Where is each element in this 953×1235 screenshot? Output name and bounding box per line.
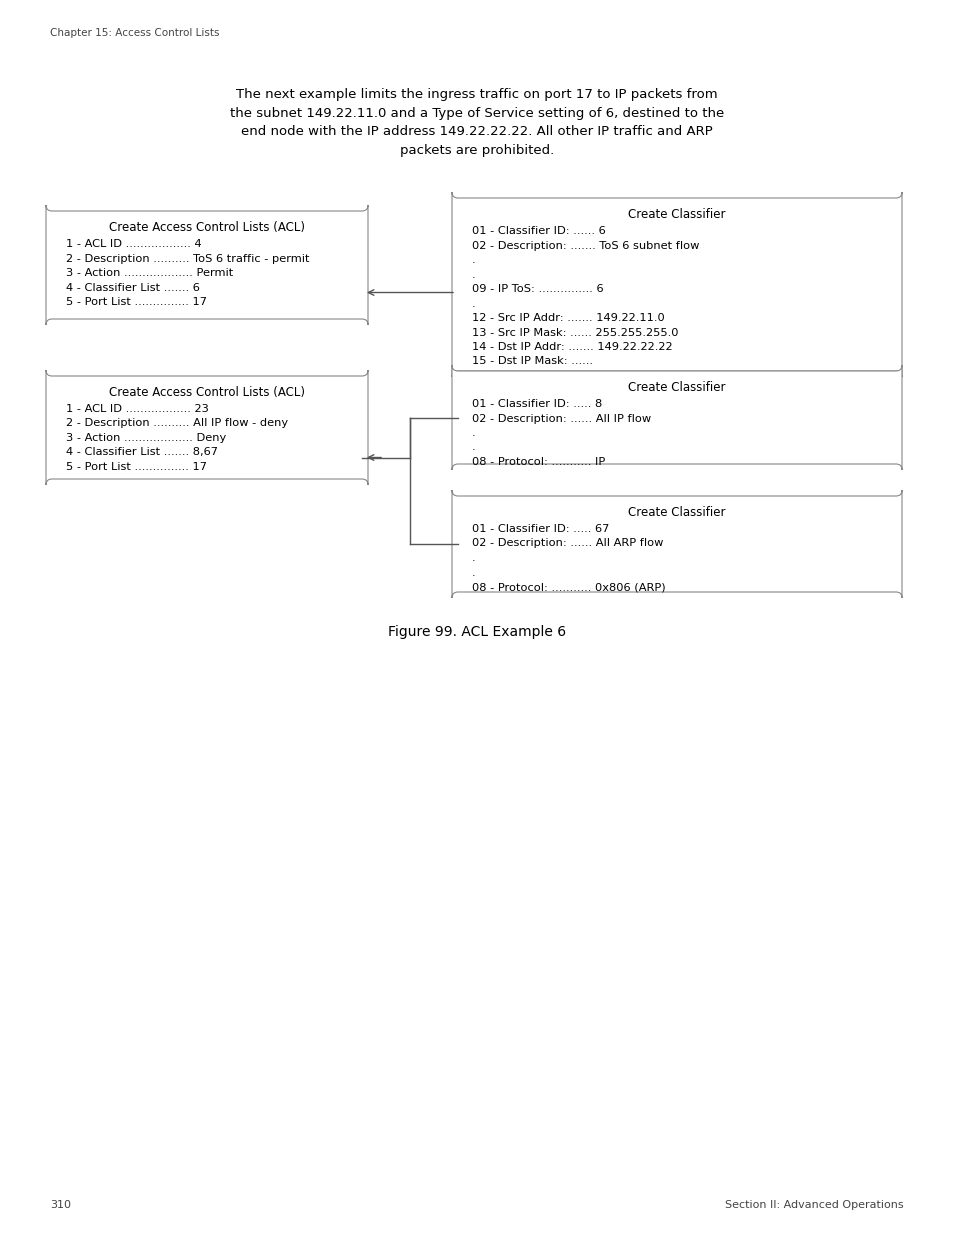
Text: 08 - Protocol: ........... IP: 08 - Protocol: ........... IP <box>472 457 604 467</box>
Text: Create Access Control Lists (ACL): Create Access Control Lists (ACL) <box>109 221 305 233</box>
Text: Figure 99. ACL Example 6: Figure 99. ACL Example 6 <box>388 625 565 638</box>
Text: 02 - Description: ...... All ARP flow: 02 - Description: ...... All ARP flow <box>472 538 662 548</box>
FancyBboxPatch shape <box>46 205 368 325</box>
Text: 1 - ACL ID .................. 4: 1 - ACL ID .................. 4 <box>66 240 201 249</box>
Text: Section II: Advanced Operations: Section II: Advanced Operations <box>724 1200 903 1210</box>
Text: 13 - Src IP Mask: ...... 255.255.255.0: 13 - Src IP Mask: ...... 255.255.255.0 <box>472 327 678 337</box>
FancyBboxPatch shape <box>452 191 901 377</box>
Text: .: . <box>472 442 476 452</box>
Text: .: . <box>472 254 476 266</box>
Text: .: . <box>472 568 476 578</box>
Text: 5 - Port List ............... 17: 5 - Port List ............... 17 <box>66 462 207 472</box>
Text: 4 - Classifier List ....... 6: 4 - Classifier List ....... 6 <box>66 283 200 293</box>
Text: Create Classifier: Create Classifier <box>628 506 725 519</box>
Text: Create Access Control Lists (ACL): Create Access Control Lists (ACL) <box>109 387 305 399</box>
Text: Chapter 15: Access Control Lists: Chapter 15: Access Control Lists <box>50 28 219 38</box>
Text: 02 - Description: ...... All IP flow: 02 - Description: ...... All IP flow <box>472 414 651 424</box>
Text: The next example limits the ingress traffic on port 17 to IP packets from
the su: The next example limits the ingress traf… <box>230 88 723 157</box>
Text: 15 - Dst IP Mask: ......: 15 - Dst IP Mask: ...... <box>472 357 593 367</box>
Text: 09 - IP ToS: ............... 6: 09 - IP ToS: ............... 6 <box>472 284 603 294</box>
Text: .: . <box>472 299 476 309</box>
Text: 01 - Classifier ID: ..... 67: 01 - Classifier ID: ..... 67 <box>472 524 609 534</box>
Text: 310: 310 <box>50 1200 71 1210</box>
FancyBboxPatch shape <box>452 366 901 471</box>
Text: 5 - Port List ............... 17: 5 - Port List ............... 17 <box>66 296 207 308</box>
Text: 2 - Description .......... ToS 6 traffic - permit: 2 - Description .......... ToS 6 traffic… <box>66 253 309 263</box>
Text: 14 - Dst IP Addr: ....... 149.22.22.22: 14 - Dst IP Addr: ....... 149.22.22.22 <box>472 342 672 352</box>
Text: .: . <box>472 269 476 279</box>
Text: 4 - Classifier List ....... 8,67: 4 - Classifier List ....... 8,67 <box>66 447 218 457</box>
Text: Create Classifier: Create Classifier <box>628 207 725 221</box>
Text: .: . <box>472 429 476 438</box>
Text: 2 - Description .......... All IP flow - deny: 2 - Description .......... All IP flow -… <box>66 419 288 429</box>
Text: 01 - Classifier ID: ...... 6: 01 - Classifier ID: ...... 6 <box>472 226 605 236</box>
Text: 3 - Action ................... Permit: 3 - Action ................... Permit <box>66 268 233 278</box>
Text: 1 - ACL ID .................. 23: 1 - ACL ID .................. 23 <box>66 404 209 414</box>
Text: 12 - Src IP Addr: ....... 149.22.11.0: 12 - Src IP Addr: ....... 149.22.11.0 <box>472 312 664 324</box>
Text: .: . <box>472 553 476 563</box>
FancyBboxPatch shape <box>46 370 368 485</box>
Text: Create Classifier: Create Classifier <box>628 382 725 394</box>
Text: 02 - Description: ....... ToS 6 subnet flow: 02 - Description: ....... ToS 6 subnet f… <box>472 241 699 251</box>
Text: 08 - Protocol: ........... 0x806 (ARP): 08 - Protocol: ........... 0x806 (ARP) <box>472 582 665 592</box>
Text: 3 - Action ................... Deny: 3 - Action ................... Deny <box>66 433 226 443</box>
FancyBboxPatch shape <box>452 490 901 598</box>
Text: 01 - Classifier ID: ..... 8: 01 - Classifier ID: ..... 8 <box>472 399 601 409</box>
